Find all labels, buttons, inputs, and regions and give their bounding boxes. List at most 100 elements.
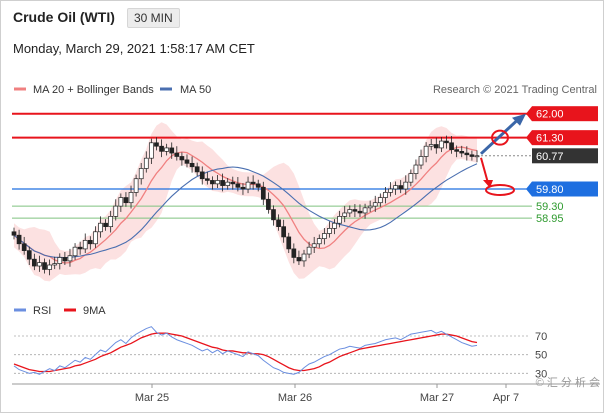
candle-body [52, 263, 58, 266]
candle-body [311, 243, 317, 248]
candle-body [174, 152, 180, 157]
candle-body [291, 248, 297, 258]
candle-body [82, 239, 88, 250]
level-pointer-62.00 [526, 106, 532, 122]
candle-body [367, 205, 373, 209]
level-label-59.30: 59.30 [536, 201, 564, 213]
candle-body [464, 152, 470, 156]
candle-body [57, 257, 63, 264]
candle-body [250, 181, 256, 185]
bearish-arrow-line [480, 157, 489, 184]
moving-averages [13, 146, 478, 264]
candle-body [77, 246, 83, 250]
time-tick-label: Apr 7 [493, 392, 519, 404]
candle-body [255, 183, 261, 188]
candle-body [225, 181, 231, 186]
level-box-59.80 [532, 181, 598, 197]
candle-body [459, 150, 465, 154]
rsi-panel: 30 50 70 [13, 326, 547, 380]
rsi-tick-50: 50 [535, 350, 547, 362]
timeframe-badge[interactable]: 30 MIN [127, 8, 180, 28]
candle-body [383, 192, 388, 198]
rsi-legend-label: RSI [33, 305, 51, 317]
candle-body [230, 181, 236, 185]
candle-body [428, 144, 434, 147]
time-tick-label: Mar 25 [135, 392, 169, 404]
rsi-tick-30: 30 [535, 368, 547, 380]
candle-body [169, 147, 175, 154]
candle-body [413, 164, 419, 174]
candle-body [62, 257, 68, 262]
candle-body [199, 171, 205, 180]
candle-body [128, 192, 134, 204]
level-label-62.00: 62.00 [536, 109, 564, 121]
candle-body [276, 219, 281, 228]
candle-body [306, 246, 312, 255]
candle-body [469, 154, 475, 157]
candle-body [454, 149, 459, 152]
candle-body [26, 250, 32, 260]
candle-body [347, 209, 353, 214]
candle-body [113, 205, 119, 217]
candle-body [271, 209, 276, 221]
candle-body [342, 212, 348, 217]
level-label-59.80: 59.80 [536, 184, 564, 196]
candlesticks [11, 135, 480, 276]
level-box-61.30 [532, 130, 598, 146]
candle-body [42, 262, 47, 270]
candle-body [194, 166, 200, 173]
candle-body [32, 258, 37, 267]
level-box-60.77 [532, 148, 598, 164]
candle-body [444, 140, 449, 144]
candle-body [235, 183, 241, 188]
ma50-legend-label: MA 50 [180, 84, 211, 96]
candle-body [266, 198, 271, 210]
credit-text: Research © 2021 Trading Central [433, 84, 597, 96]
candle-body [47, 264, 52, 270]
candle-body [164, 147, 169, 152]
candle-body [393, 185, 398, 190]
rsi-tick-70: 70 [535, 331, 547, 343]
time-tick-label: Mar 26 [278, 392, 312, 404]
ma20-line [13, 146, 478, 264]
candle-body [301, 253, 307, 262]
candle-body [133, 178, 139, 193]
candle-body [210, 180, 215, 185]
candle-body [439, 140, 444, 149]
candle-body [103, 222, 108, 228]
candle-body [240, 186, 246, 190]
candle-body [184, 159, 190, 164]
candle-body [149, 142, 154, 159]
support-ellipse [485, 184, 515, 196]
level-label-58.95: 58.95 [536, 213, 564, 225]
time-axis: Mar 25 Mar 26 Mar 27 Apr 7 [12, 383, 600, 404]
candle-body [215, 180, 220, 185]
time-tick-label: Mar 27 [420, 392, 454, 404]
candle-body [322, 233, 327, 239]
candle-body [357, 210, 363, 214]
candle-body [204, 178, 210, 181]
rsi-line [13, 326, 478, 375]
candle-body [372, 202, 378, 207]
bollinger-band-area [14, 122, 477, 282]
watermark: © 汇 分 析 会 [536, 375, 600, 389]
level-label-61.30: 61.30 [536, 133, 564, 145]
candle-body [449, 142, 454, 150]
candle-body [423, 145, 429, 157]
ma50-line [13, 163, 478, 259]
candle-body [260, 186, 266, 200]
candle-body [37, 262, 42, 267]
candle-body [67, 255, 73, 262]
rsi-ma-line [13, 332, 478, 373]
candle-body [296, 257, 302, 262]
scenario-arrows [479, 113, 526, 196]
candle-body [398, 185, 404, 190]
resistance-circle [491, 129, 509, 146]
candle-body [154, 142, 159, 147]
candle-body [93, 231, 98, 245]
candle-body [388, 188, 393, 193]
candle-body [179, 156, 185, 161]
candle-body [159, 145, 164, 152]
